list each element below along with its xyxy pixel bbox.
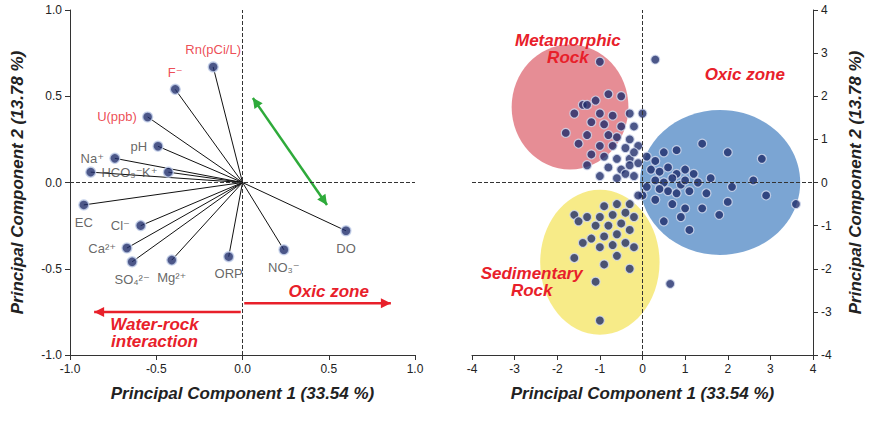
svg-text:-3: -3 [509,362,520,376]
svg-text:Metamorphic: Metamorphic [515,30,621,50]
svg-text:2: 2 [724,362,731,376]
svg-text:interaction: interaction [111,332,198,351]
svg-text:-0.5: -0.5 [146,362,167,376]
svg-text:1.0: 1.0 [45,3,62,17]
svg-text:Rn(pCi/L): Rn(pCi/L) [185,42,241,57]
svg-text:Principal Component 1 (33.54 %: Principal Component 1 (33.54 %) [511,384,775,403]
svg-text:0: 0 [639,362,646,376]
svg-text:0.5: 0.5 [45,89,62,103]
svg-text:-4: -4 [821,348,832,362]
svg-text:3: 3 [821,46,828,60]
svg-text:ORP: ORP [215,266,243,281]
svg-text:pH: pH [131,139,148,154]
svg-text:-2: -2 [821,262,832,276]
svg-text:Ca²⁺: Ca²⁺ [88,241,116,256]
svg-text:0: 0 [821,176,828,190]
svg-text:1: 1 [821,132,828,146]
svg-text:F⁻: F⁻ [168,65,183,80]
svg-text:Water-rock: Water-rock [110,314,199,334]
svg-text:Principal Component 2 (13.78 %: Principal Component 2 (13.78 %) [8,50,27,314]
svg-text:3: 3 [767,362,774,376]
svg-text:EC: EC [75,215,93,230]
svg-text:4: 4 [810,362,817,376]
svg-text:HCO₃⁻: HCO₃⁻ [101,165,142,180]
svg-text:-4: -4 [467,362,478,376]
svg-text:SO₄²⁻: SO₄²⁻ [114,272,149,287]
svg-text:Sedimentary: Sedimentary [480,263,583,283]
svg-text:Principal Component 1 (33.54 %: Principal Component 1 (33.54 %) [111,384,375,403]
svg-text:Rock: Rock [511,281,554,300]
svg-text:Rock: Rock [547,48,590,67]
svg-text:Principal Component 2 (13.78 %: Principal Component 2 (13.78 %) [846,50,865,314]
svg-text:Mg²⁺: Mg²⁺ [157,270,186,285]
svg-text:2: 2 [821,89,828,103]
svg-text:DO: DO [336,241,356,256]
svg-text:-1: -1 [821,219,832,233]
svg-text:0.5: 0.5 [320,362,337,376]
svg-text:-1: -1 [595,362,606,376]
svg-text:Oxic zone: Oxic zone [289,282,369,301]
svg-text:Oxic zone: Oxic zone [705,65,785,84]
svg-text:Cl⁻: Cl⁻ [111,218,130,233]
svg-text:-1.0: -1.0 [41,348,62,362]
svg-text:-2: -2 [552,362,563,376]
svg-text:NO₃⁻: NO₃⁻ [268,260,300,275]
svg-text:1: 1 [682,362,689,376]
svg-text:1.0: 1.0 [407,362,424,376]
svg-text:-3: -3 [821,305,832,319]
svg-text:0.0: 0.0 [234,362,251,376]
svg-text:4: 4 [821,3,828,17]
svg-text:U(ppb): U(ppb) [97,109,137,124]
svg-text:-1.0: -1.0 [60,362,81,376]
svg-text:K⁺: K⁺ [142,165,158,180]
svg-text:Na⁺: Na⁺ [81,151,104,166]
svg-text:-0.5: -0.5 [41,262,62,276]
svg-text:0.0: 0.0 [45,176,62,190]
